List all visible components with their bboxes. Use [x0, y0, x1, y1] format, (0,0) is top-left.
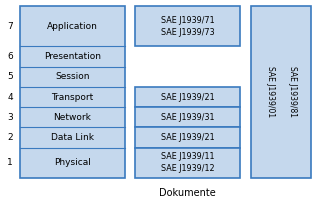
Bar [20, 6, 125, 178]
Text: Session: Session [55, 72, 90, 81]
Text: Data Link: Data Link [51, 133, 94, 142]
Text: SAE J1939/81: SAE J1939/81 [288, 67, 296, 117]
Bar [135, 127, 240, 148]
Text: SAE J1939/21: SAE J1939/21 [161, 92, 214, 102]
Text: 1: 1 [7, 158, 13, 167]
Bar [251, 6, 311, 178]
Bar [135, 6, 240, 47]
Text: 2: 2 [7, 133, 13, 142]
Text: SAE J1939/01: SAE J1939/01 [266, 67, 275, 118]
Text: Presentation: Presentation [44, 52, 101, 61]
Text: Transport: Transport [51, 92, 94, 102]
Bar [135, 148, 240, 178]
Bar [135, 87, 240, 107]
Text: 6: 6 [7, 52, 13, 61]
Text: 7: 7 [7, 22, 13, 31]
Text: 5: 5 [7, 72, 13, 81]
Bar [135, 107, 240, 127]
Text: 4: 4 [7, 92, 13, 102]
Text: SAE J1939/21: SAE J1939/21 [161, 133, 214, 142]
Text: SAE J1939/71
SAE J1939/73: SAE J1939/71 SAE J1939/73 [161, 16, 214, 37]
Text: 3: 3 [7, 113, 13, 122]
Text: Network: Network [54, 113, 91, 122]
Text: Application: Application [47, 22, 98, 31]
Text: Physical: Physical [54, 158, 91, 167]
Text: SAE J1939/31: SAE J1939/31 [161, 113, 214, 122]
Text: SAE J1939/11
SAE J1939/12: SAE J1939/11 SAE J1939/12 [161, 152, 214, 173]
Text: Dokumente: Dokumente [159, 188, 216, 198]
